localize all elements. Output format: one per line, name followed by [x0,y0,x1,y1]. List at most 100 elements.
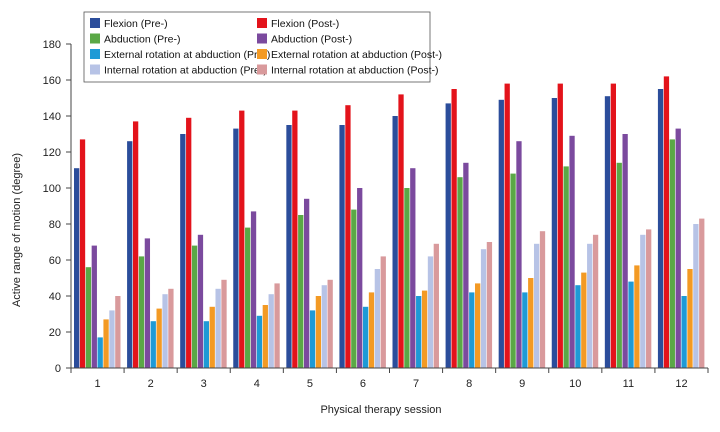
bar: External rotation at abduction (Post-) —… [262,305,268,368]
bar: External rotation at abduction (Pre-) — … [203,321,209,368]
bar: Flexion (Post-) — 7: 152 [398,94,404,369]
bar: Abduction (Pre-) — 2: 62 [138,256,145,368]
bar: Flexion (Pre-) — 1: 111 [74,168,80,368]
bar: External rotation at abduction (Pre-) — … [256,315,263,368]
bar: Internal rotation at abduction (Pre-) — … [162,294,168,368]
bar: Abduction (Pre-) — 6: 88 [351,209,357,368]
x-tick-label: 6 [360,378,366,390]
bar: Flexion (Post-) — 4: 143 [239,110,245,368]
bar: Abduction (Post-) — 12: 133 [675,128,681,368]
y-tick-label: 40 [49,291,61,303]
legend-label: Abduction (Post-) [271,34,352,46]
bar: Flexion (Pre-) — 7: 140 [392,116,398,368]
legend-swatch [257,18,267,28]
bar: Internal rotation at abduction (Pre-) — … [268,294,274,368]
bar: Flexion (Pre-) — 10: 150 [551,98,558,368]
x-tick-label: 9 [519,378,525,390]
x-tick-label: 11 [623,378,634,390]
x-tick-label: 7 [413,378,419,390]
bar: Abduction (Pre-) — 10: 112 [563,166,569,368]
bar: Abduction (Pre-) — 11: 114 [616,162,622,368]
bar: Flexion (Post-) — 11: 158 [610,83,617,368]
bar: External rotation at abduction (Pre-) — … [309,310,316,368]
bar: External rotation at abduction (Pre-) — … [628,281,634,368]
x-axis-title: Physical therapy session [320,404,441,416]
bar: Internal rotation at abduction (Pre-) — … [587,243,593,368]
legend-label: External rotation at abduction (Pre-) [104,49,270,61]
y-axis-title: Active range of motion (degree) [11,153,23,307]
bar: Abduction (Pre-) — 7: 100 [404,188,410,368]
y-tick-label: 120 [43,147,61,159]
legend-label: Abduction (Pre-) [104,34,180,46]
bar: Flexion (Pre-) — 6: 135 [339,125,345,368]
bar: Internal rotation at abduction (Post-) —… [592,234,599,368]
legend-label: Internal rotation at abduction (Pre-) [104,65,267,77]
bar: Internal rotation at abduction (Post-) —… [380,256,386,368]
bars: Flexion (Pre-) — 1: 111Flexion (Post-) —… [74,76,705,369]
bar: Flexion (Pre-) — 2: 126 [127,141,133,368]
bar: Abduction (Post-) — 1: 68 [91,245,97,368]
legend-swatch [90,18,100,28]
x-tick-label: 8 [466,378,472,390]
bar: External rotation at abduction (Pre-) — … [522,292,528,368]
legend-label: Internal rotation at abduction (Post-) [271,65,439,77]
y-tick-label: 80 [49,219,61,231]
bar: Abduction (Post-) — 8: 114 [463,162,469,368]
bar: Internal rotation at abduction (Pre-) — … [374,269,381,368]
y-axis-ticks: 0 20 40 60 80 100 120 140 160 180 [43,39,71,375]
bar: Abduction (Pre-) — 12: 127 [669,139,675,368]
bar: Internal rotation at abduction (Pre-) — … [109,310,115,368]
bar: Flexion (Post-) — 12: 162 [663,76,670,369]
bar: External rotation at abduction (Post-) —… [368,292,375,368]
legend-swatch [257,33,267,44]
x-tick-label: 10 [569,378,581,390]
bar: External rotation at abduction (Post-) —… [421,290,428,368]
bar: Abduction (Post-) — 11: 130 [622,134,628,368]
bar: Internal rotation at abduction (Pre-) — … [480,249,487,368]
bar: External rotation at abduction (Pre-) — … [150,321,156,368]
bar: Abduction (Pre-) — 3: 68 [191,245,198,368]
y-tick-label: 20 [49,327,61,339]
bar: Internal rotation at abduction (Post-) —… [221,279,227,368]
x-axis-ticks: 1 2 3 4 5 6 7 8 9 10 11 12 [70,368,709,390]
legend-swatch [90,33,100,44]
bar: Abduction (Post-) — 3: 74 [197,234,204,368]
bar: External rotation at abduction (Post-) —… [315,296,322,368]
x-tick-label: 4 [254,378,260,390]
bar: Abduction (Post-) — 9: 126 [516,141,522,368]
x-tick-label: 5 [307,378,313,390]
bar: Flexion (Post-) — 1: 127 [79,139,86,368]
y-tick-label: 180 [43,39,61,51]
bar: Flexion (Pre-) — 5: 135 [286,125,292,368]
bar: Internal rotation at abduction (Post-) —… [115,296,121,368]
y-tick-label: 160 [43,75,61,87]
bar: Flexion (Pre-) — 8: 147 [445,103,451,369]
bar: External rotation at abduction (Post-) —… [209,306,215,368]
bar: Flexion (Pre-) — 11: 151 [604,96,611,368]
y-tick-label: 100 [43,183,61,195]
bar: Abduction (Post-) — 4: 87 [250,211,257,368]
bar: Abduction (Pre-) — 4: 78 [245,227,251,368]
bar: External rotation at abduction (Pre-) — … [681,296,687,368]
bar: Internal rotation at abduction (Post-) —… [486,242,493,368]
bar: Flexion (Post-) — 10: 158 [557,83,563,368]
legend: Flexion (Pre-) Flexion (Post-) Abduction (… [83,11,442,83]
bar: Abduction (Post-) — 7: 111 [410,168,416,368]
bar: External rotation at abduction (Post-) —… [581,272,587,368]
bar: External rotation at abduction (Pre-) — … [416,296,422,368]
bar: Internal rotation at abduction (Pre-) — … [215,288,221,368]
bar: Internal rotation at abduction (Post-) —… [433,243,439,368]
bar: Abduction (Post-) — 10: 129 [569,135,575,368]
bar: Abduction (Pre-) — 5: 85 [298,215,304,368]
bar: Flexion (Post-) — 5: 143 [292,110,298,368]
bar: Internal rotation at abduction (Post-) —… [699,218,705,368]
bar: Internal rotation at abduction (Post-) —… [168,288,174,368]
bar: External rotation at abduction (Post-) —… [103,319,109,368]
legend-swatch [257,64,267,75]
legend-label: External rotation at abduction (Post-) [271,49,442,61]
bar: External rotation at abduction (Post-) —… [634,265,640,368]
bar: External rotation at abduction (Post-) —… [475,283,481,368]
bar: External rotation at abduction (Pre-) — … [469,292,475,368]
bar: External rotation at abduction (Post-) —… [528,278,534,368]
bar: External rotation at abduction (Pre-) — … [362,306,369,368]
